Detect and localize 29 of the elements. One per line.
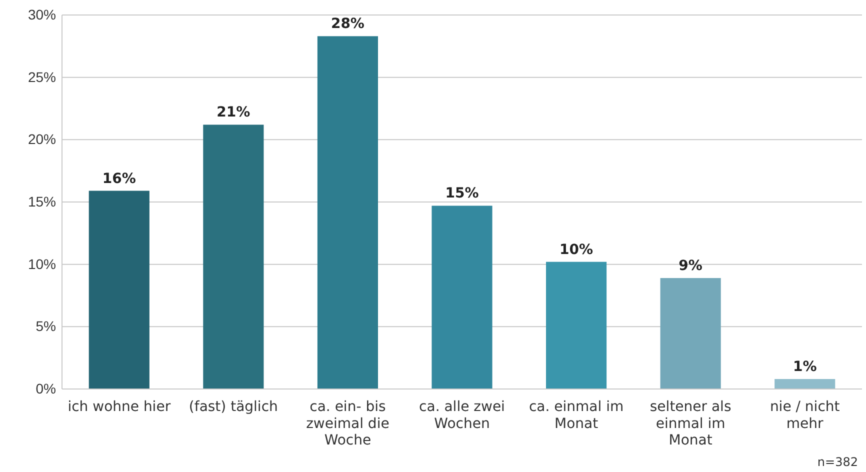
data-label: 21% (216, 104, 250, 121)
data-label: 9% (678, 258, 702, 274)
y-tick-label: 15% (28, 193, 56, 210)
bar (88, 190, 150, 389)
data-label: 15% (445, 186, 479, 202)
y-tick-label: 20% (28, 131, 56, 148)
y-tick-label: 0% (36, 380, 56, 396)
x-tick-label: seltener als einmal im Monat (650, 399, 732, 449)
x-tick-label: ca. alle zwei Wochen (419, 399, 505, 432)
y-tick-label: 30% (28, 6, 56, 22)
data-label: 1% (792, 359, 817, 376)
x-tick-label: ich wohne hier (68, 399, 171, 415)
bar (660, 278, 721, 389)
y-tick-label: 5% (36, 318, 56, 334)
text: n=382 (817, 455, 858, 469)
x-tick-label: (fast) täglich (188, 399, 278, 415)
y-tick-label: 10% (28, 256, 56, 272)
x-tick-label: ca. ein- bis zweimal die Woche (306, 399, 390, 449)
y-tick-label: 25% (28, 68, 56, 85)
x-tick-label: nie / nicht mehr (770, 399, 840, 432)
data-label: 28% (330, 16, 364, 32)
bar (317, 36, 378, 389)
bar (774, 379, 836, 389)
x-tick-label: ca. einmal im Monat (528, 399, 624, 432)
data-label: 16% (102, 170, 136, 187)
data-label: 10% (560, 242, 594, 258)
bar (203, 124, 264, 389)
bar (546, 262, 607, 389)
bar (432, 206, 492, 389)
